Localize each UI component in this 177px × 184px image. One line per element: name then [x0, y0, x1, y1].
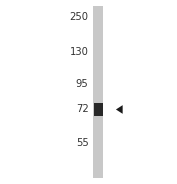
Text: 95: 95: [76, 79, 88, 89]
Text: 250: 250: [70, 12, 88, 22]
Text: 130: 130: [70, 47, 88, 57]
Bar: [93, 6, 103, 178]
Text: 55: 55: [76, 138, 88, 148]
Text: 72: 72: [76, 105, 88, 114]
Bar: [94, 103, 103, 116]
Polygon shape: [116, 105, 123, 114]
